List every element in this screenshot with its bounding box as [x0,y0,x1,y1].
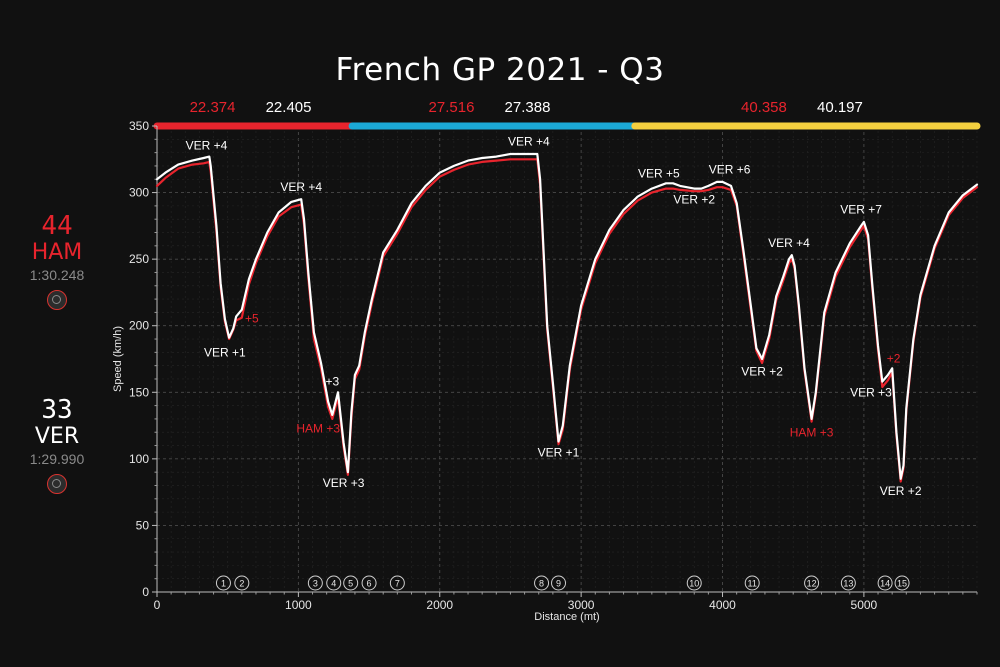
sector-1-time-ver: 22.405 [266,99,312,116]
corner-number: 10 [689,579,699,589]
corner-number: 15 [897,579,907,589]
annotation: VER +4 [508,135,550,149]
sector-2-time-ver: 27.388 [505,99,551,116]
annotation: VER +6 [709,163,751,177]
grid [156,125,978,593]
corner-marker [534,575,550,591]
annotation: VER +4 [768,236,810,250]
driver-number: 33 [41,395,73,425]
corner-number: 13 [843,579,853,589]
annotation: +2 [887,352,901,366]
corner-number: 5 [348,579,353,589]
annotation: VER +2 [673,193,715,207]
sector-3-time-ham: 40.358 [741,99,787,116]
x-tick-label: 5000 [851,598,878,612]
y-tick-label: 100 [129,452,149,466]
y-tick-label: 0 [142,585,149,599]
series-lines [155,152,979,483]
annotation: +5 [245,312,259,326]
annotation: VER +3 [850,386,892,400]
x-tick-label: 4000 [709,598,736,612]
annotation: HAM +3 [790,426,834,440]
annotation: VER +1 [204,346,246,360]
corner-number: 9 [556,579,561,589]
y-axis-label: Speed (km/h) [112,326,124,392]
corner-marker [234,575,250,591]
driver-card-ver: 33 VER 1:29.990 [0,396,132,494]
series-line-ver [155,152,979,480]
annotation: VER +4 [280,180,322,194]
annotations: VER +4 VER +1 +5 VER +4 +3 HAM +3 VER +3 VER +4… [186,135,922,499]
y-tick-label: 300 [129,186,149,200]
y-tick-label: 350 [129,119,149,133]
y-tick-label: 250 [129,252,149,266]
corner-number: 8 [539,579,544,589]
corner-number: 12 [807,579,817,589]
x-tick-label: 1000 [285,598,312,612]
annotation: VER +1 [538,446,580,460]
soft-tyre-icon [47,474,67,494]
corner-number: 3 [313,579,318,589]
annotation: VER +5 [638,167,680,181]
corner-markers: 1 2 3 4 5 6 7 8 9 10 11 12 13 14 15 [215,575,910,591]
annotation: HAM +3 [296,422,340,436]
corner-marker [389,575,405,591]
corner-marker [361,575,377,591]
corner-marker [840,575,856,591]
corner-number: 1 [221,579,226,589]
corner-marker [307,575,323,591]
axes: 0 1000 2000 3000 4000 5000 0 50 100 150 200 250 300 3… [112,119,978,623]
x-tick-label: 0 [154,598,161,612]
driver-code: HAM [31,240,83,265]
soft-tyre-icon [47,290,67,310]
corner-marker [215,575,231,591]
driver-code: VER [34,424,80,449]
corner-marker [326,575,342,591]
corner-number: 11 [748,579,757,589]
y-tick-label: 150 [129,385,149,399]
y-tick-label: 200 [129,319,149,333]
y-tick-label: 50 [136,518,150,532]
x-tick-label: 3000 [568,598,595,612]
driver-number: 44 [41,211,73,241]
chart-title: French GP 2021 - Q3 [335,52,665,88]
x-axis-label: Distance (mt) [534,611,599,623]
corner-marker [894,575,910,591]
sector-3-time-ver: 40.197 [817,99,863,116]
annotation: VER +3 [323,476,365,490]
x-tick-label: 2000 [426,598,453,612]
corner-marker [551,575,567,591]
driver-card-ham: 44 HAM 1:30.248 [0,212,132,310]
annotation: VER +7 [840,203,882,217]
corner-number: 2 [239,579,244,589]
corner-number: 6 [367,579,372,589]
driver-lap-time: 1:29.990 [29,451,85,467]
annotation: VER +4 [186,139,228,153]
corner-number: 4 [331,579,336,589]
corner-marker [744,575,760,591]
sector-bar: 22.374 22.405 27.516 27.388 40.358 40.197 [153,99,981,130]
sector-2-time-ham: 27.516 [429,99,475,116]
annotation: VER +2 [880,484,922,498]
annotation: VER +2 [741,364,783,378]
corner-number: 14 [880,579,890,589]
corner-marker [877,575,893,591]
corner-marker [686,575,702,591]
sector-1-time-ham: 22.374 [190,99,236,116]
corner-marker [343,575,359,591]
corner-marker [804,575,820,591]
corner-number: 7 [395,579,400,589]
driver-lap-time: 1:30.248 [29,267,85,283]
annotation: +3 [325,374,339,388]
